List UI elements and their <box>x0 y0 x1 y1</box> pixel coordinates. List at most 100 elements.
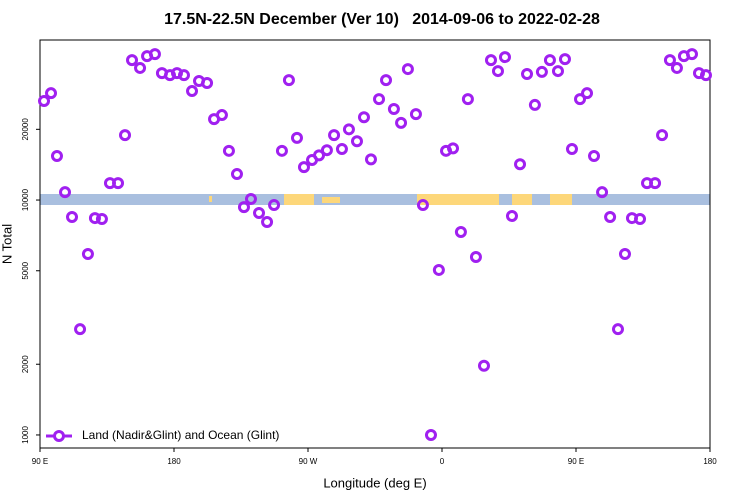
land-band <box>322 197 340 203</box>
point <box>230 168 243 181</box>
point <box>290 131 303 144</box>
point <box>74 323 87 336</box>
point <box>521 67 534 80</box>
y-tick-label: 20000 <box>21 118 30 141</box>
x-tick-label: 180 <box>167 457 181 466</box>
point <box>574 93 587 106</box>
point <box>477 359 490 372</box>
point <box>543 54 556 67</box>
x-tick-label: 90 E <box>568 457 584 466</box>
point <box>357 111 370 124</box>
point <box>328 129 341 142</box>
point <box>261 216 274 229</box>
point <box>148 48 161 61</box>
land-band <box>284 194 314 205</box>
point <box>275 144 288 157</box>
point <box>253 206 266 219</box>
point <box>491 65 504 78</box>
point <box>364 153 377 166</box>
point <box>432 263 445 276</box>
point <box>112 177 125 190</box>
point <box>685 48 698 61</box>
point <box>604 210 617 223</box>
point <box>551 65 564 78</box>
point <box>611 323 624 336</box>
point <box>505 210 518 223</box>
point <box>656 129 669 142</box>
point <box>535 65 548 78</box>
x-axis-label: Longitude (deg E) <box>323 475 426 490</box>
point <box>699 69 712 82</box>
point <box>186 85 199 98</box>
point <box>59 186 72 199</box>
point <box>268 199 281 212</box>
point <box>66 210 79 223</box>
point <box>401 63 414 76</box>
land-band <box>417 194 499 205</box>
x-tick-label: 0 <box>440 457 445 466</box>
legend-label: Land (Nadir&Glint) and Ocean (Glint) <box>82 428 279 442</box>
y-tick-label: 10000 <box>21 188 30 211</box>
point <box>514 158 527 171</box>
point <box>88 212 101 225</box>
point <box>581 87 594 100</box>
point <box>373 93 386 106</box>
point <box>244 193 257 206</box>
point <box>380 74 393 87</box>
point <box>454 226 467 239</box>
point <box>387 103 400 116</box>
point <box>45 87 58 100</box>
plot-frame <box>39 39 711 449</box>
point <box>119 129 132 142</box>
point <box>81 248 94 261</box>
point <box>342 123 355 136</box>
point <box>498 51 511 64</box>
legend-marker <box>53 430 65 442</box>
point <box>320 144 333 157</box>
land-band <box>550 194 572 205</box>
point <box>416 199 429 212</box>
point <box>38 94 51 107</box>
point <box>484 54 497 67</box>
point <box>313 149 326 162</box>
point <box>126 54 139 67</box>
point <box>424 428 437 441</box>
point <box>596 186 609 199</box>
x-tick-label: 180 <box>703 457 717 466</box>
point <box>297 161 310 174</box>
point <box>201 76 214 89</box>
point <box>134 61 147 74</box>
x-tick-label: 90 E <box>32 457 48 466</box>
point <box>409 108 422 121</box>
chart-title: 17.5N-22.5N December (Ver 10) 2014-09-06… <box>164 11 600 28</box>
point <box>558 53 571 66</box>
y-tick-label: 5000 <box>21 261 30 279</box>
point <box>663 54 676 67</box>
x-tick-label: 90 W <box>299 457 318 466</box>
y-tick-label: 1000 <box>21 426 30 444</box>
point <box>177 69 190 82</box>
point <box>222 144 235 157</box>
land-band <box>512 194 532 205</box>
point <box>634 213 647 226</box>
point <box>395 116 408 129</box>
point <box>237 201 250 214</box>
y-axis-label: N Total <box>0 224 14 264</box>
point <box>461 93 474 106</box>
point <box>50 149 63 162</box>
land-band <box>209 196 212 202</box>
land-mask <box>40 194 710 205</box>
ocean-band <box>40 194 710 205</box>
point <box>528 98 541 111</box>
point <box>447 142 460 155</box>
point <box>335 142 348 155</box>
point <box>618 248 631 261</box>
point <box>649 177 662 190</box>
point <box>95 213 108 226</box>
point <box>215 109 228 122</box>
point <box>282 74 295 87</box>
point <box>350 135 363 148</box>
point <box>588 149 601 162</box>
y-tick-label: 2000 <box>21 355 30 373</box>
